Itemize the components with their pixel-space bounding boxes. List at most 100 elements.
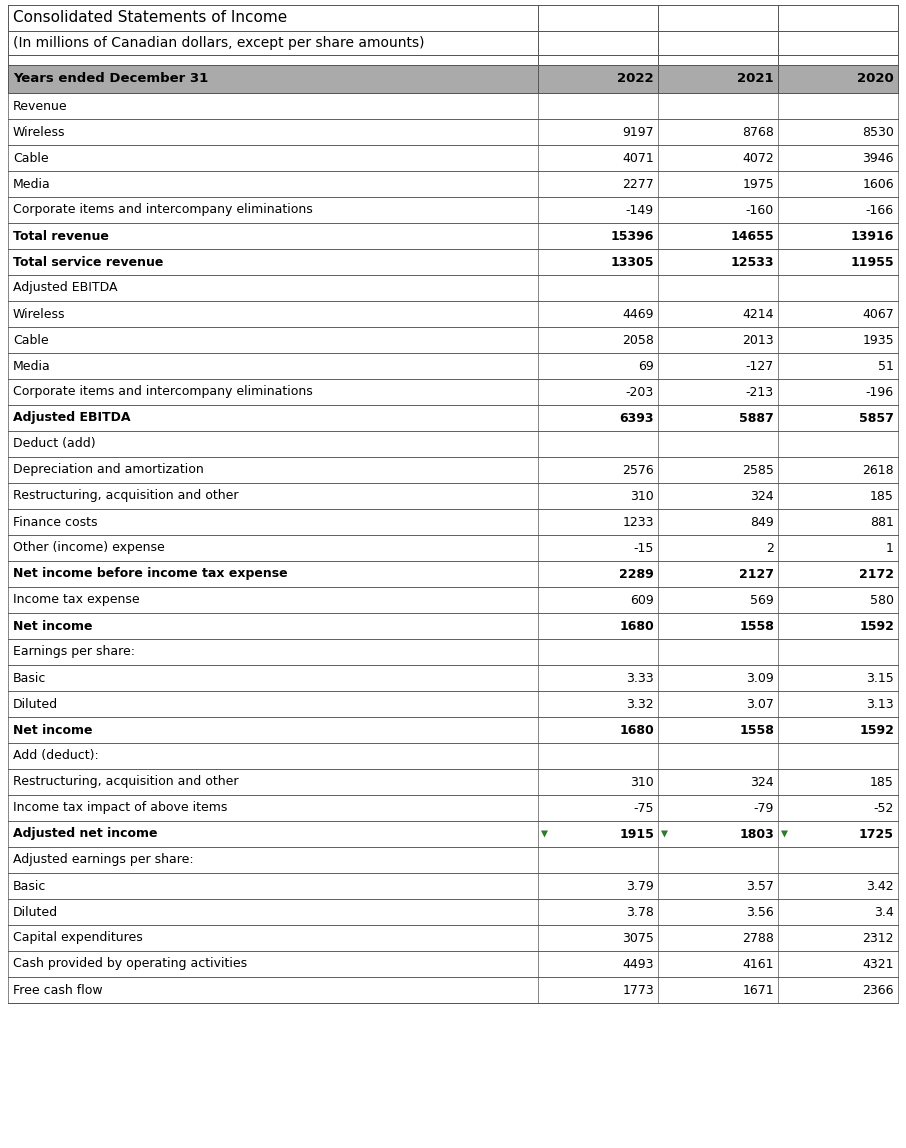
- Bar: [8, 352, 898, 379]
- Bar: [8, 587, 898, 613]
- Text: 185: 185: [870, 489, 894, 503]
- Bar: [8, 276, 898, 301]
- Polygon shape: [541, 830, 548, 838]
- Text: 3.32: 3.32: [626, 698, 654, 711]
- Text: 4321: 4321: [863, 957, 894, 970]
- Text: 2021: 2021: [737, 72, 774, 85]
- Text: 3.56: 3.56: [747, 906, 774, 918]
- Bar: [8, 327, 898, 352]
- Text: -160: -160: [746, 203, 774, 217]
- Text: 2013: 2013: [742, 334, 774, 347]
- Text: 1592: 1592: [859, 620, 894, 633]
- Text: Adjusted EBITDA: Adjusted EBITDA: [13, 281, 118, 295]
- Text: 2618: 2618: [863, 464, 894, 476]
- Polygon shape: [661, 830, 668, 838]
- Text: 2058: 2058: [622, 334, 654, 347]
- Text: 2022: 2022: [617, 72, 654, 85]
- Text: Cable: Cable: [13, 152, 49, 164]
- Bar: [8, 405, 898, 430]
- Text: 310: 310: [631, 776, 654, 789]
- Text: 324: 324: [750, 489, 774, 503]
- Text: Total service revenue: Total service revenue: [13, 256, 163, 269]
- Text: Cable: Cable: [13, 334, 49, 347]
- Text: 2788: 2788: [742, 931, 774, 945]
- Text: 2585: 2585: [742, 464, 774, 476]
- Bar: [8, 535, 898, 561]
- Text: -52: -52: [873, 801, 894, 814]
- Text: 849: 849: [750, 515, 774, 528]
- Text: Capital expenditures: Capital expenditures: [13, 931, 143, 945]
- Bar: [8, 977, 898, 1003]
- Text: 1558: 1558: [739, 723, 774, 737]
- Text: 1558: 1558: [739, 620, 774, 633]
- Bar: [8, 119, 898, 145]
- Text: Revenue: Revenue: [13, 100, 68, 113]
- Text: Total revenue: Total revenue: [13, 230, 109, 242]
- Bar: [8, 197, 898, 223]
- Text: 1935: 1935: [863, 334, 894, 347]
- Text: 3.09: 3.09: [747, 672, 774, 684]
- Text: (In millions of Canadian dollars, except per share amounts): (In millions of Canadian dollars, except…: [13, 36, 425, 51]
- Bar: [8, 769, 898, 796]
- Bar: [8, 430, 898, 457]
- Bar: [8, 457, 898, 483]
- Text: Media: Media: [13, 178, 51, 191]
- Bar: [8, 925, 898, 951]
- Bar: [8, 899, 898, 925]
- Text: 15396: 15396: [611, 230, 654, 242]
- Text: 2020: 2020: [857, 72, 894, 85]
- Text: Income tax expense: Income tax expense: [13, 594, 140, 606]
- Text: 3.79: 3.79: [626, 879, 654, 892]
- Text: Restructuring, acquisition and other: Restructuring, acquisition and other: [13, 776, 238, 789]
- Bar: [8, 613, 898, 639]
- Text: Earnings per share:: Earnings per share:: [13, 645, 135, 659]
- Bar: [8, 301, 898, 327]
- Text: 2312: 2312: [863, 931, 894, 945]
- Text: Add (deduct):: Add (deduct):: [13, 750, 99, 762]
- Text: Corporate items and intercompany eliminations: Corporate items and intercompany elimina…: [13, 203, 313, 217]
- Text: 51: 51: [878, 359, 894, 372]
- Text: Deduct (add): Deduct (add): [13, 437, 96, 450]
- Bar: [8, 821, 898, 847]
- Text: 3.4: 3.4: [874, 906, 894, 918]
- Text: Consolidated Statements of Income: Consolidated Statements of Income: [13, 10, 287, 25]
- Text: Wireless: Wireless: [13, 125, 65, 139]
- Text: 4161: 4161: [743, 957, 774, 970]
- Text: 2366: 2366: [863, 984, 894, 996]
- Text: -75: -75: [633, 801, 654, 814]
- Bar: [8, 483, 898, 509]
- Text: 1680: 1680: [619, 723, 654, 737]
- Text: -149: -149: [626, 203, 654, 217]
- Text: 8768: 8768: [742, 125, 774, 139]
- Bar: [8, 93, 898, 119]
- Text: 1592: 1592: [859, 723, 894, 737]
- Text: Wireless: Wireless: [13, 308, 65, 320]
- Text: Basic: Basic: [13, 672, 46, 684]
- Text: 3.13: 3.13: [866, 698, 894, 711]
- Text: 3.07: 3.07: [747, 698, 774, 711]
- Text: 3.15: 3.15: [866, 672, 894, 684]
- Text: Other (income) expense: Other (income) expense: [13, 542, 165, 554]
- Text: 569: 569: [750, 594, 774, 606]
- Text: 3946: 3946: [863, 152, 894, 164]
- Text: Income tax impact of above items: Income tax impact of above items: [13, 801, 227, 814]
- Text: 1773: 1773: [622, 984, 654, 996]
- Text: 1606: 1606: [863, 178, 894, 191]
- Text: 2277: 2277: [622, 178, 654, 191]
- Bar: [8, 561, 898, 587]
- Text: -79: -79: [754, 801, 774, 814]
- Text: 8530: 8530: [863, 125, 894, 139]
- Text: 185: 185: [870, 776, 894, 789]
- Text: 310: 310: [631, 489, 654, 503]
- Text: Years ended December 31: Years ended December 31: [13, 72, 208, 85]
- Text: 13916: 13916: [851, 230, 894, 242]
- Text: Finance costs: Finance costs: [13, 515, 98, 528]
- Text: 14655: 14655: [730, 230, 774, 242]
- Text: 2172: 2172: [859, 567, 894, 581]
- Text: 9197: 9197: [622, 125, 654, 139]
- Bar: [8, 639, 898, 665]
- Text: -213: -213: [746, 386, 774, 398]
- Text: Net income before income tax expense: Net income before income tax expense: [13, 567, 287, 581]
- Text: -196: -196: [866, 386, 894, 398]
- Text: Adjusted EBITDA: Adjusted EBITDA: [13, 411, 130, 425]
